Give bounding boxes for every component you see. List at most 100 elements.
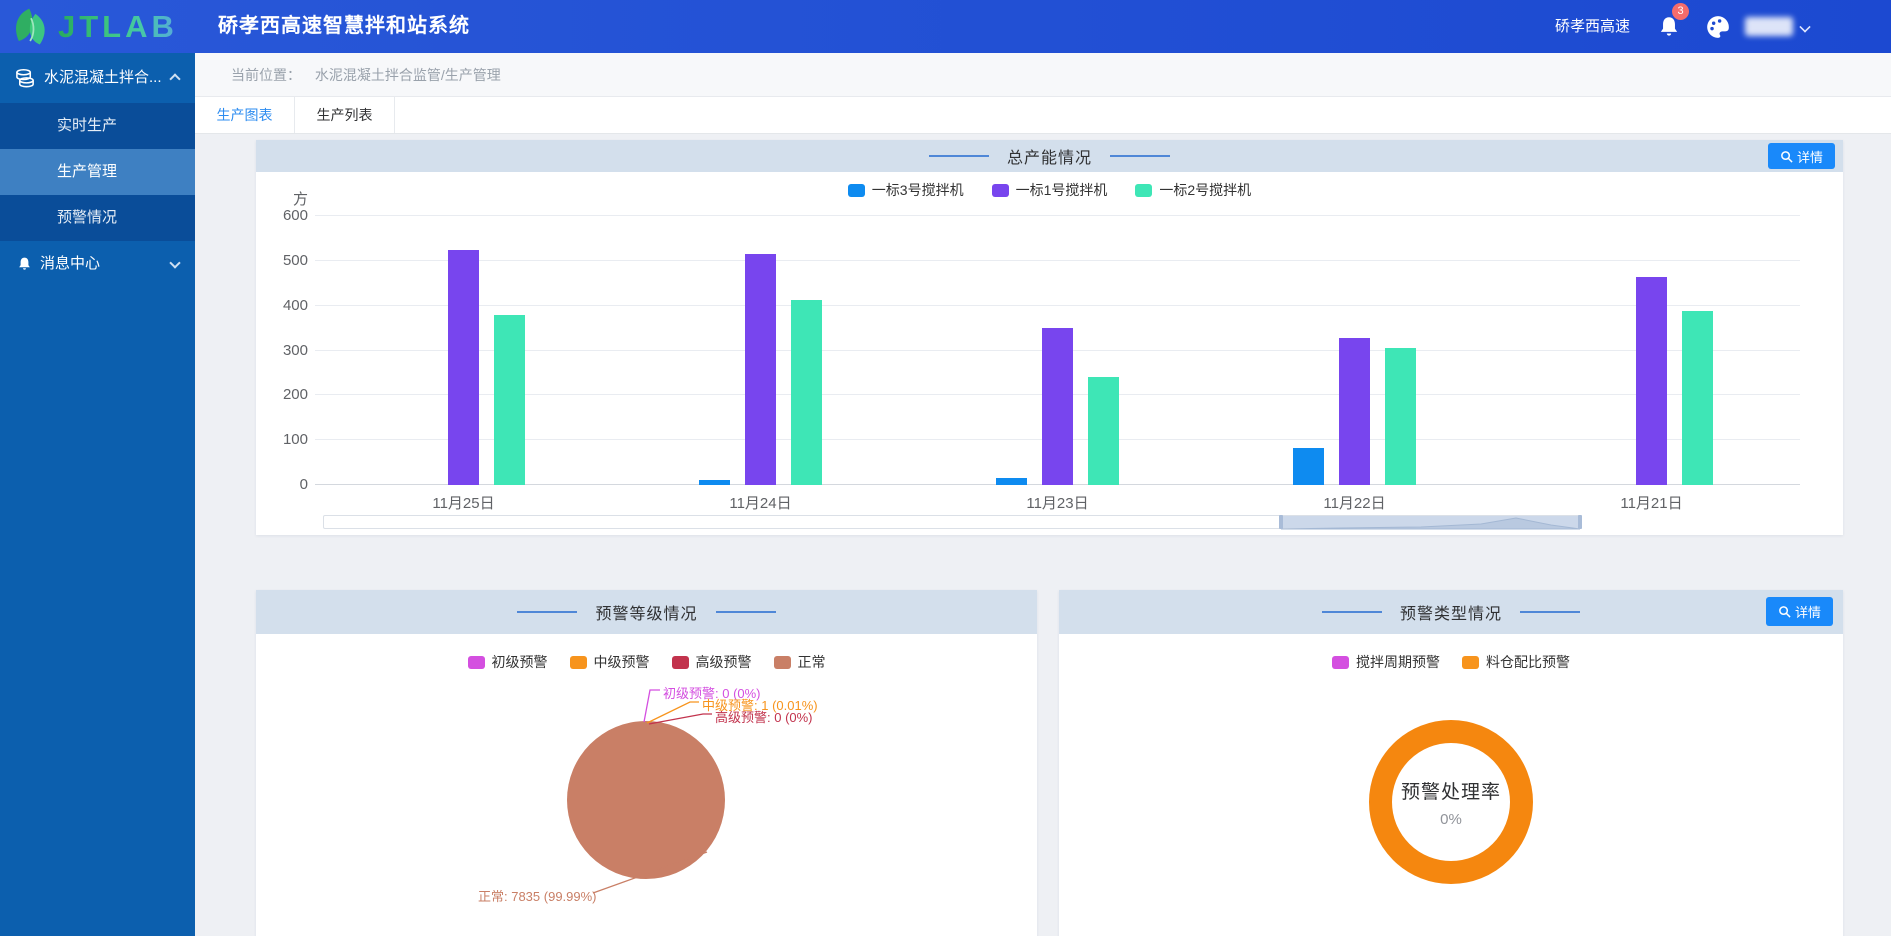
datazoom-handle-right[interactable] <box>1578 515 1582 529</box>
y-axis-unit: 方 <box>292 191 308 208</box>
y-tick-label: 200 <box>282 386 308 404</box>
search-icon <box>1781 150 1793 163</box>
legend-item-初级预警[interactable]: 初级预警 <box>467 652 548 672</box>
y-axis-ticks: 0 100 200 300 400 500 600 <box>264 207 308 493</box>
tab-production-chart[interactable]: 生产图表 <box>195 97 295 133</box>
legend-item-一标3号搅拌机[interactable]: 一标3号搅拌机 <box>847 180 964 200</box>
legend-swatch <box>1332 655 1349 669</box>
detail-button-label: 详情 <box>1794 605 1821 620</box>
datazoom-handle-left[interactable] <box>1279 515 1283 529</box>
warning-type-legend: 搅拌周期预警 料仓配比预警 <box>1059 652 1843 672</box>
notification-bell-icon[interactable] <box>1656 14 1682 40</box>
legend-item-中级预警[interactable]: 中级预警 <box>569 652 650 672</box>
breadcrumb-path: 水泥混凝土拌合监管/生产管理 <box>314 67 501 83</box>
logo-leaf-icon <box>16 8 45 45</box>
legend-swatch <box>467 655 485 669</box>
sidebar-item-realtime-production[interactable]: 实时生产 <box>57 117 118 134</box>
x-tick-label: 11月25日 <box>432 495 495 512</box>
legend-item-正常[interactable]: 正常 <box>773 652 826 672</box>
legend-label: 初级预警 <box>491 654 548 670</box>
bar-一标2号搅拌机[interactable] <box>1385 347 1416 485</box>
warning-processing-donut[interactable]: 预警处理率 0% <box>1369 720 1533 884</box>
card-title: 预警类型情况 <box>1399 606 1502 623</box>
bar-group <box>402 216 525 485</box>
capacity-detail-button[interactable]: 详情 <box>1767 143 1835 169</box>
bar-一标1号搅拌机[interactable] <box>1042 328 1073 485</box>
x-tick-label: 11月23日 <box>1026 495 1089 512</box>
card-total-capacity-header: 总产能情况 详情 <box>256 140 1843 172</box>
y-tick-label: 500 <box>282 251 308 269</box>
legend-swatch <box>671 655 689 669</box>
legend-swatch <box>773 655 791 669</box>
notification-badge: 3 <box>1672 3 1689 20</box>
bar-一标3号搅拌机[interactable] <box>699 479 730 485</box>
bar-一标1号搅拌机[interactable] <box>745 254 776 485</box>
sidebar-item-warning-status[interactable]: 预警情况 <box>57 209 118 226</box>
card-warning-type-header: 预警类型情况 详情 <box>1059 590 1843 634</box>
user-menu-chevron-down-icon[interactable] <box>1799 21 1811 33</box>
chevron-down-icon <box>169 257 181 269</box>
card-warning-level-header: 预警等级情况 <box>256 590 1037 634</box>
bar-一标2号搅拌机[interactable] <box>494 314 525 485</box>
coins-stack-icon <box>16 69 34 88</box>
legend-label: 一标3号搅拌机 <box>871 182 964 198</box>
bar-一标2号搅拌机[interactable] <box>791 300 822 485</box>
legend-item-搅拌周期预警[interactable]: 搅拌周期预警 <box>1332 652 1440 672</box>
legend-item-一标2号搅拌机[interactable]: 一标2号搅拌机 <box>1135 180 1251 200</box>
legend-item-一标1号搅拌机[interactable]: 一标1号搅拌机 <box>991 180 1107 200</box>
search-icon <box>1779 606 1791 618</box>
bar-一标2号搅拌机[interactable] <box>1088 377 1119 485</box>
warning-type-detail-button[interactable]: 详情 <box>1765 597 1833 626</box>
legend-item-料仓配比预警[interactable]: 料仓配比预警 <box>1462 652 1570 672</box>
datazoom-window[interactable] <box>1279 515 1582 530</box>
sidebar-message-center-label: 消息中心 <box>40 255 101 272</box>
title-dash <box>715 611 776 613</box>
legend-label: 料仓配比预警 <box>1486 654 1570 670</box>
x-tick-label: 11月24日 <box>729 495 792 512</box>
bar-一标1号搅拌机[interactable] <box>448 249 479 485</box>
pie-label-high-warning: 高级预警: 0 (0%) <box>715 710 813 725</box>
x-tick-label: 11月22日 <box>1323 495 1386 512</box>
tab-production-list[interactable]: 生产列表 <box>295 97 395 133</box>
bar-一标3号搅拌机[interactable] <box>1293 448 1324 485</box>
y-tick-label: 600 <box>282 207 308 224</box>
y-tick-label: 300 <box>282 341 308 359</box>
warning-level-pie[interactable] <box>567 721 725 879</box>
sidebar-group-concrete-mixing[interactable]: 水泥混凝土拌合... <box>0 53 195 103</box>
sidebar-submenu: 实时生产 生产管理 预警情况 <box>0 103 195 241</box>
bar-chart-plot <box>315 215 1800 485</box>
sidebar-item-message-center[interactable]: 消息中心 <box>0 241 195 287</box>
pie-label-normal: 正常: 7835 (99.99%) <box>478 889 597 904</box>
sidebar-group-label: 水泥混凝土拌合... <box>44 69 162 86</box>
bar-一标3号搅拌机[interactable] <box>996 478 1027 485</box>
pie-label-junior-warning: 初级预警: 0 (0%) <box>663 686 761 701</box>
project-selector[interactable]: 硚孝西高速 <box>1555 18 1631 35</box>
title-dash <box>928 155 989 157</box>
sidebar-item-production-management[interactable]: 生产管理 <box>0 149 195 195</box>
legend-label: 一标2号搅拌机 <box>1159 182 1252 198</box>
theme-palette-icon[interactable] <box>1705 14 1731 40</box>
legend-swatch <box>1135 183 1153 197</box>
card-title: 总产能情况 <box>1006 150 1092 167</box>
warning-level-legend: 初级预警 中级预警 高级预警 正常 <box>256 652 1037 672</box>
x-tick-label: 11月21日 <box>1620 495 1683 512</box>
title-dash <box>517 611 578 613</box>
legend-label: 中级预警 <box>593 654 650 670</box>
card-total-capacity: 总产能情况 详情 一标3号搅拌机 一标1号搅拌机 一标2号搅拌机 方 0 100 200… <box>256 140 1843 535</box>
message-bell-icon <box>19 257 30 270</box>
user-name-blurred[interactable] <box>1745 17 1793 36</box>
bar-一标2号搅拌机[interactable] <box>1682 311 1713 485</box>
y-tick-label: 100 <box>282 431 308 449</box>
legend-item-高级预警[interactable]: 高级预警 <box>671 652 752 672</box>
title-dash <box>1520 611 1580 613</box>
y-tick-label: 0 <box>299 476 308 493</box>
grid-line <box>315 304 1800 306</box>
legend-swatch <box>847 183 865 197</box>
header-bar: JTLAB 硚孝西高速智慧拌和站系统 硚孝西高速 3 <box>0 0 1891 53</box>
bar-一标1号搅拌机[interactable] <box>1636 277 1667 485</box>
bar-一标1号搅拌机[interactable] <box>1339 337 1370 485</box>
datazoom-slider[interactable] <box>323 515 1582 530</box>
breadcrumb-prefix: 当前位置： <box>231 67 301 83</box>
bar-group <box>699 216 822 485</box>
